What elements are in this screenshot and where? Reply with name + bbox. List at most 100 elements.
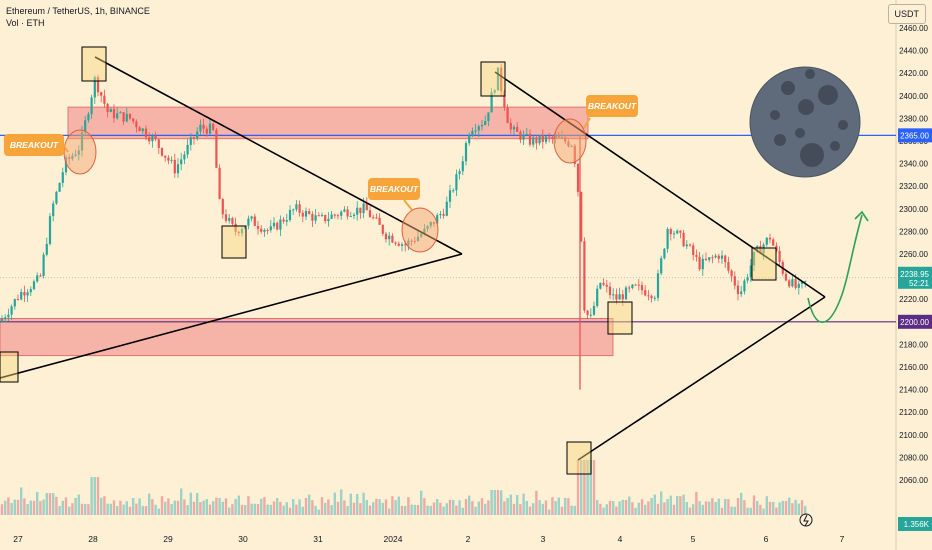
volume-bar: [157, 508, 160, 515]
candle-body: [244, 225, 247, 229]
candle-body: [218, 167, 221, 200]
volume-bar: [740, 492, 743, 515]
candle-body: [292, 209, 295, 211]
symbol-title[interactable]: Ethereum / TetherUS, 1h, BINANCE: [6, 6, 150, 16]
x-tick-label: 4: [618, 534, 623, 544]
candle-body: [58, 182, 61, 192]
y-tick-label: 2140.00: [899, 386, 928, 395]
volume-bar: [333, 492, 336, 515]
candle-body: [516, 126, 519, 132]
candle-body: [288, 210, 292, 221]
level-label-2365: 2365.00: [900, 131, 929, 140]
volume-bar: [490, 490, 493, 515]
volume-bar: [298, 499, 301, 515]
volume-bar: [788, 497, 791, 515]
volume-bar: [170, 504, 173, 515]
candle-body: [471, 130, 474, 136]
volume-bar: [442, 506, 445, 515]
candle-body: [496, 67, 500, 91]
volume-bar: [384, 499, 388, 515]
volume-value-bg: [898, 517, 932, 531]
candle-body: [544, 136, 548, 142]
candle-body: [548, 136, 551, 138]
volume-bar: [279, 501, 282, 515]
volume-bar: [692, 504, 695, 515]
candle-body: [119, 112, 122, 114]
volume-bar: [612, 501, 615, 515]
candle-body: [170, 159, 173, 161]
volume-bar: [7, 497, 10, 515]
y-tick-label: 2120.00: [899, 408, 928, 417]
candle-body: [173, 159, 176, 174]
volume-bar: [378, 499, 381, 515]
candle-body: [327, 218, 330, 222]
volume-bar: [263, 497, 266, 515]
candle-body: [768, 237, 772, 240]
candle-body: [551, 136, 554, 139]
candle-body: [10, 306, 13, 315]
candle-body: [762, 244, 765, 254]
highlight-box: [751, 247, 777, 281]
candle-body: [509, 123, 512, 130]
volume-bar: [39, 501, 42, 515]
candle-body: [490, 92, 493, 113]
volume-bar: [231, 504, 234, 515]
candle-body: [522, 134, 525, 140]
volume-bar: [708, 501, 711, 515]
volume-bar: [141, 505, 144, 515]
candle-body: [650, 295, 653, 299]
candle-body: [602, 282, 605, 285]
volume-bar: [221, 501, 224, 515]
candle-body: [167, 157, 170, 161]
candle-body: [154, 135, 157, 140]
volume-bar: [138, 498, 141, 515]
volume-bar: [560, 506, 564, 515]
volume-bar: [116, 506, 119, 515]
candle-body: [519, 131, 522, 140]
volume-bar: [250, 503, 253, 515]
volume-bar: [260, 498, 263, 515]
candle-body: [596, 288, 599, 306]
volume-bar: [436, 499, 439, 515]
level-label-2200-bg: [898, 314, 932, 329]
candle-body: [346, 209, 349, 217]
highlight-box: [566, 441, 592, 475]
candle-body: [724, 255, 727, 263]
x-tick-label: 31: [313, 534, 323, 544]
candle-body: [212, 123, 215, 130]
volume-bar: [266, 504, 269, 515]
candle-body: [791, 279, 794, 287]
candle-body: [205, 128, 208, 134]
volume-bar: [154, 504, 157, 515]
candle-body: [285, 220, 288, 222]
volume-bar: [564, 498, 567, 515]
moon-crater: [774, 134, 786, 146]
candle-body: [445, 201, 448, 216]
moon-crater: [838, 120, 848, 130]
plot-background: [0, 0, 896, 550]
highlight-box: [607, 301, 633, 335]
volume-bar: [455, 505, 458, 515]
candle-body: [202, 124, 205, 129]
volume-bar: [698, 501, 701, 515]
candle-body: [576, 163, 580, 192]
highlight-box: [81, 46, 107, 82]
candle-body: [474, 130, 477, 132]
breakout-callout-pointer: [583, 117, 591, 129]
volume-indicator-label[interactable]: Vol · ETH: [6, 18, 45, 28]
moon-crater: [770, 110, 780, 120]
candle-body: [458, 171, 461, 175]
x-tick-label: 28: [88, 534, 98, 544]
candle-body: [388, 235, 391, 240]
volume-bar: [26, 504, 29, 515]
candle-body: [333, 214, 336, 216]
volume-bar: [109, 503, 112, 515]
volume-bar: [720, 507, 724, 515]
volume-bar: [244, 505, 247, 515]
candle-body: [36, 275, 39, 282]
currency-button[interactable]: USDT: [887, 4, 926, 24]
volume-bar: [391, 496, 394, 515]
breakout-label-bg: [586, 95, 638, 117]
volume-bar: [4, 500, 7, 515]
